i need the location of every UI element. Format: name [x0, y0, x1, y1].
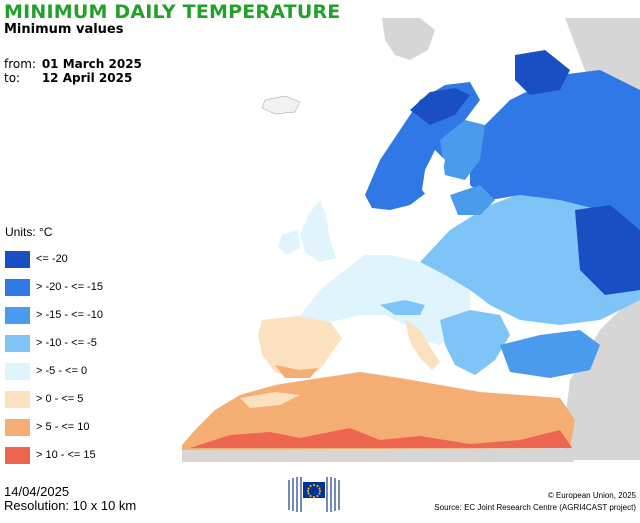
- legend-item: <= -20: [5, 245, 103, 273]
- iceland: [261, 95, 301, 115]
- legend-label: > -15 - <= -10: [36, 309, 103, 321]
- ireland: [278, 230, 300, 255]
- resolution: Resolution: 10 x 10 km: [4, 498, 137, 513]
- to-value: 12 April 2025: [41, 71, 133, 85]
- turkey: [500, 330, 600, 378]
- atlas-cool: [240, 392, 300, 408]
- legend-item: > 0 - <= 5: [5, 385, 103, 413]
- issue-date: 14/04/2025: [4, 484, 70, 499]
- no-data-land-greenland: [382, 18, 435, 60]
- britain: [300, 200, 336, 262]
- no-data-land-south: [182, 448, 575, 462]
- alps-cold: [380, 300, 425, 315]
- footer-info: 14/04/2025 Resolution: 10 x 10 km: [4, 485, 136, 513]
- map-subtitle: Minimum values: [4, 22, 124, 37]
- source: Source: EC Joint Research Centre (AGRI4C…: [434, 503, 636, 512]
- legend-units: Units: °C: [5, 225, 53, 239]
- balkans: [440, 310, 510, 375]
- legend-item: > -5 - <= 0: [5, 357, 103, 385]
- legend: Units: °C <= -20 > -20 - <= -15 > -15 - <=…: [5, 225, 103, 469]
- legend-swatch: [5, 306, 30, 324]
- legend-label: > 0 - <= 5: [36, 393, 84, 405]
- period-from: from: 01 March 2025: [4, 57, 142, 71]
- legend-item: > -15 - <= -10: [5, 301, 103, 329]
- scandinavia-north-coldest: [410, 88, 470, 125]
- legend-swatch: [5, 418, 30, 436]
- copyright: © European Union, 2025: [547, 491, 636, 500]
- russia-east-cold: [575, 205, 640, 295]
- legend-item: > -10 - <= -5: [5, 329, 103, 357]
- source-info: © European Union, 2025 Source: EC Joint …: [434, 490, 636, 514]
- from-value: 01 March 2025: [41, 57, 142, 71]
- north-africa-hot-south: [190, 428, 572, 448]
- italy: [405, 320, 440, 370]
- period-to: to: 12 April 2025: [4, 71, 132, 85]
- legend-label: > -5 - <= 0: [36, 365, 88, 377]
- legend-label: > -10 - <= -5: [36, 337, 97, 349]
- legend-item: > 10 - <= 15: [5, 441, 103, 469]
- from-label: from:: [4, 57, 36, 71]
- map-title: MINIMUM DAILY TEMPERATURE: [4, 1, 341, 23]
- russia-coldest: [515, 50, 570, 95]
- legend-swatch: [5, 390, 30, 408]
- iberia: [258, 316, 342, 378]
- legend-swatch: [5, 334, 30, 352]
- legend-swatch: [5, 362, 30, 380]
- western-europe: [300, 255, 470, 345]
- legend-item: > -20 - <= -15: [5, 273, 103, 301]
- legend-swatch: [5, 278, 30, 296]
- north-africa: [182, 372, 575, 450]
- russia-north: [470, 70, 640, 230]
- legend-label: > 10 - <= 15: [36, 449, 96, 461]
- legend-swatch: [5, 250, 30, 268]
- legend-label: > 5 - <= 10: [36, 421, 90, 433]
- iberia-warm-coast: [275, 365, 318, 378]
- legend-label: > -20 - <= -15: [36, 281, 103, 293]
- baltic-states: [450, 185, 495, 215]
- eu-commission-logo: [288, 477, 340, 512]
- legend-label: <= -20: [36, 253, 68, 265]
- legend-item: > 5 - <= 10: [5, 413, 103, 441]
- baltic-sea: [422, 150, 445, 200]
- finland: [440, 120, 485, 180]
- to-label: to:: [4, 71, 21, 85]
- legend-swatch: [5, 446, 30, 464]
